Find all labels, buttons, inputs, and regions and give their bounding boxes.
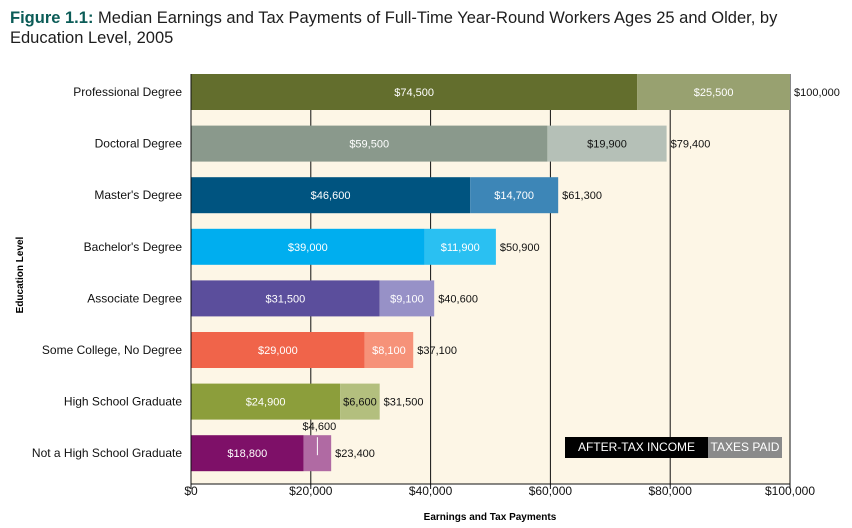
x-tick-label: $0 xyxy=(184,484,198,498)
data-label-after-tax-income: $59,500 xyxy=(349,139,389,151)
data-label-after-tax-income: $39,000 xyxy=(288,242,328,254)
x-axis-title: Earnings and Tax Payments xyxy=(424,512,557,523)
bar-taxes-paid xyxy=(547,125,667,162)
category-label: High School Graduate xyxy=(64,395,182,409)
x-tick-label: $80,000 xyxy=(649,484,693,498)
data-label-taxes-paid: $9,100 xyxy=(390,293,424,305)
x-tick-label: $40,000 xyxy=(409,484,453,498)
total-label: $50,900 xyxy=(500,242,540,254)
category-label: Master's Degree xyxy=(94,188,182,202)
bar-after-tax-income xyxy=(191,435,304,472)
bar-after-tax-income xyxy=(191,74,638,110)
bar-taxes-paid xyxy=(379,280,435,317)
data-label-taxes-paid: $6,600 xyxy=(343,397,377,409)
figure-title: Figure 1.1: Median Earnings and Tax Paym… xyxy=(10,8,840,48)
total-label: $100,000 xyxy=(794,87,840,99)
figure-caption: Median Earnings and Tax Payments of Full… xyxy=(10,9,778,47)
bar-taxes-paid xyxy=(424,228,496,265)
data-label-taxes-paid: $8,100 xyxy=(372,345,406,357)
bar-taxes-paid xyxy=(470,177,559,214)
data-label-after-tax-income: $18,800 xyxy=(227,448,267,460)
category-label: Not a High School Graduate xyxy=(32,446,182,460)
data-label-taxes-paid: $4,600 xyxy=(303,421,337,433)
data-label-taxes-paid: $11,900 xyxy=(441,242,480,254)
bar-after-tax-income xyxy=(191,228,425,265)
bar-after-tax-income xyxy=(191,383,341,420)
legend-after-tax-income: AFTER-TAX INCOME xyxy=(565,437,708,458)
data-label-after-tax-income: $31,500 xyxy=(265,293,305,305)
bar-taxes-paid xyxy=(340,383,380,420)
bar-after-tax-income xyxy=(191,177,471,214)
bar-after-tax-income xyxy=(191,332,365,368)
total-label: $61,300 xyxy=(562,190,602,202)
total-label: $79,400 xyxy=(671,139,711,151)
total-label: $23,400 xyxy=(335,448,375,460)
data-label-after-tax-income: $29,000 xyxy=(258,345,298,357)
x-tick-label: $20,000 xyxy=(289,484,333,498)
bar-taxes-paid xyxy=(364,332,414,368)
data-label-taxes-paid: $14,700 xyxy=(494,190,534,202)
data-label-after-tax-income: $74,500 xyxy=(394,87,434,99)
bar-taxes-paid xyxy=(637,74,790,110)
legend-taxes-paid: TAXES PAID xyxy=(708,437,782,458)
category-label: Associate Degree xyxy=(87,291,182,305)
bar-after-tax-income xyxy=(191,125,548,162)
x-tick-label: $60,000 xyxy=(529,484,573,498)
total-label: $37,100 xyxy=(417,345,457,357)
bar-after-tax-income xyxy=(191,280,380,317)
category-label: Professional Degree xyxy=(73,85,182,99)
legend: AFTER-TAX INCOME TAXES PAID xyxy=(565,437,782,458)
total-label: $40,600 xyxy=(438,293,478,305)
data-label-after-tax-income: $24,900 xyxy=(246,397,286,409)
figure-number: Figure 1.1: xyxy=(10,9,94,27)
category-label: Some College, No Degree xyxy=(42,343,182,357)
x-tick-label: $100,000 xyxy=(765,484,815,498)
y-axis-title: Education Level xyxy=(15,236,26,313)
data-label-after-tax-income: $46,600 xyxy=(311,190,351,202)
total-label: $31,500 xyxy=(384,397,424,409)
data-label-taxes-paid: $19,900 xyxy=(587,139,627,151)
category-label: Doctoral Degree xyxy=(95,137,183,151)
category-label: Bachelor's Degree xyxy=(84,240,183,254)
data-label-taxes-paid: $25,500 xyxy=(694,87,734,99)
